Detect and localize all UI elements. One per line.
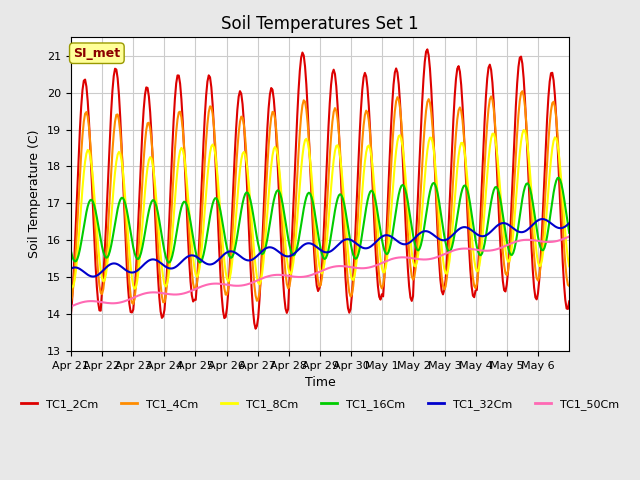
- TC1_2Cm: [84, 98, 92, 104]
- TC1_16Cm: [67, 248, 75, 253]
- TC1_32Cm: [498, 220, 506, 226]
- TC1_4Cm: [565, 283, 573, 289]
- TC1_2Cm: [425, 52, 433, 58]
- TC1_2Cm: [324, 124, 332, 130]
- TC1_4Cm: [84, 114, 92, 120]
- TC1_8Cm: [565, 264, 573, 269]
- TC1_8Cm: [424, 147, 431, 153]
- TC1_2Cm: [424, 47, 431, 52]
- TC1_50Cm: [67, 304, 75, 310]
- Line: TC1_16Cm: TC1_16Cm: [71, 178, 569, 263]
- Line: TC1_50Cm: TC1_50Cm: [71, 237, 569, 307]
- TC1_16Cm: [564, 222, 572, 228]
- X-axis label: Time: Time: [305, 376, 335, 389]
- TC1_50Cm: [99, 300, 107, 305]
- TC1_50Cm: [561, 235, 569, 241]
- TC1_32Cm: [538, 216, 546, 222]
- TC1_16Cm: [324, 247, 332, 253]
- TC1_32Cm: [84, 272, 92, 277]
- TC1_4Cm: [564, 282, 572, 288]
- TC1_2Cm: [564, 306, 572, 312]
- TC1_8Cm: [520, 127, 527, 133]
- TC1_8Cm: [99, 278, 107, 284]
- TC1_50Cm: [323, 266, 331, 272]
- TC1_4Cm: [129, 301, 137, 307]
- TC1_8Cm: [131, 286, 138, 291]
- TC1_16Cm: [424, 204, 431, 209]
- TC1_2Cm: [565, 299, 573, 304]
- Line: TC1_2Cm: TC1_2Cm: [71, 49, 569, 329]
- TC1_32Cm: [67, 266, 75, 272]
- TC1_8Cm: [67, 282, 75, 288]
- TC1_32Cm: [89, 274, 97, 279]
- TC1_2Cm: [499, 278, 507, 284]
- TC1_50Cm: [84, 299, 92, 304]
- Text: SI_met: SI_met: [74, 47, 120, 60]
- TC1_4Cm: [518, 88, 526, 94]
- TC1_2Cm: [99, 272, 107, 278]
- TC1_50Cm: [565, 234, 573, 240]
- TC1_16Cm: [565, 230, 573, 236]
- TC1_16Cm: [99, 249, 107, 255]
- TC1_4Cm: [498, 230, 506, 236]
- TC1_16Cm: [555, 175, 563, 180]
- Line: TC1_32Cm: TC1_32Cm: [71, 219, 569, 276]
- TC1_8Cm: [84, 147, 92, 153]
- TC1_8Cm: [498, 204, 506, 210]
- TC1_16Cm: [164, 260, 172, 265]
- TC1_8Cm: [564, 256, 572, 262]
- TC1_4Cm: [424, 99, 431, 105]
- Legend: TC1_2Cm, TC1_4Cm, TC1_8Cm, TC1_16Cm, TC1_32Cm, TC1_50Cm: TC1_2Cm, TC1_4Cm, TC1_8Cm, TC1_16Cm, TC1…: [16, 395, 624, 414]
- TC1_4Cm: [324, 176, 332, 181]
- Line: TC1_8Cm: TC1_8Cm: [71, 130, 569, 288]
- TC1_32Cm: [565, 220, 573, 226]
- Y-axis label: Soil Temperature (C): Soil Temperature (C): [28, 130, 42, 258]
- TC1_32Cm: [324, 249, 332, 255]
- TC1_50Cm: [497, 245, 504, 251]
- TC1_50Cm: [422, 257, 430, 263]
- TC1_32Cm: [424, 228, 431, 234]
- Title: Soil Temperatures Set 1: Soil Temperatures Set 1: [221, 15, 419, 33]
- TC1_32Cm: [564, 221, 572, 227]
- TC1_4Cm: [99, 286, 107, 292]
- TC1_4Cm: [67, 300, 75, 306]
- TC1_2Cm: [67, 313, 75, 319]
- TC1_16Cm: [84, 204, 92, 209]
- TC1_2Cm: [252, 326, 259, 332]
- Line: TC1_4Cm: TC1_4Cm: [71, 91, 569, 304]
- TC1_32Cm: [100, 266, 108, 272]
- TC1_8Cm: [324, 219, 332, 225]
- TC1_16Cm: [498, 204, 506, 209]
